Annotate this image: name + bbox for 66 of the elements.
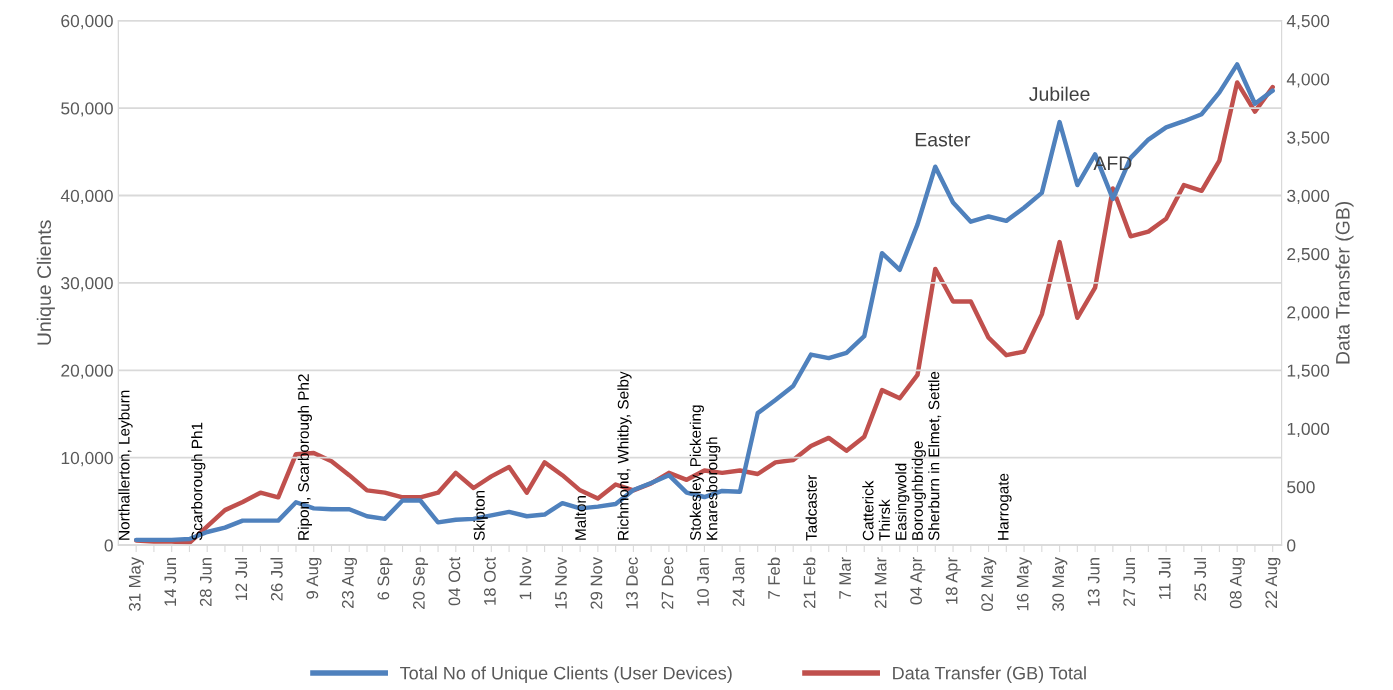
x-tick-label: 22 Aug xyxy=(1265,557,1281,608)
x-tick-label: 21 Mar xyxy=(874,557,887,608)
x-tick-label: 24 Jan xyxy=(732,557,745,607)
annotation: Ripon, Scarborough Ph2 xyxy=(297,374,312,540)
y-tick-label: 60,000 xyxy=(61,14,113,30)
y-tick-label: 10,000 xyxy=(61,451,113,467)
x-tick-label: 11 Jul xyxy=(1158,558,1171,599)
x-tick-label: 21 Feb xyxy=(803,557,816,608)
y-tick-label: 20,000 xyxy=(61,364,113,379)
x-tick-label: 15 Nov xyxy=(555,556,567,609)
y2-tick-label: 2,500 xyxy=(1287,247,1330,263)
legend-label: Data Transfer (GB) Total xyxy=(893,666,1086,684)
y2-tick-label: 3,000 xyxy=(1287,189,1330,205)
x-tick-label: 13 Jun xyxy=(1087,557,1100,606)
x-tick-label: 12 Jul xyxy=(234,558,248,601)
x-tick-label: 30 May xyxy=(1052,556,1068,611)
x-tick-label: 7 Mar xyxy=(839,557,851,599)
y2-tick-label: 1,500 xyxy=(1287,364,1330,379)
annotation: Malton xyxy=(574,496,586,540)
annotation: Stokesley, Pickering Knaresborough xyxy=(689,405,721,541)
x-tick-label: 16 May xyxy=(1016,556,1032,611)
x-tick-label: 25 Jul xyxy=(1193,558,1207,601)
x-tick-label: 26 Jul xyxy=(270,558,283,601)
y2-tick-label: 1,000 xyxy=(1287,422,1330,438)
annotation: Harrogate xyxy=(997,473,1012,540)
x-tick-label: 08 Aug xyxy=(1229,557,1245,609)
x-tick-label: 1 Nov xyxy=(519,556,532,600)
y-tick-label: 50,000 xyxy=(61,102,113,117)
x-tick-label: 04 Oct xyxy=(448,557,461,606)
x-tick-label: 6 Sep xyxy=(377,557,393,600)
x-tick-label: 18 Apr xyxy=(945,557,961,604)
y2-axis-title: Data Transfer (GB) xyxy=(1335,201,1354,364)
annotation: Northallerton, Leyburn xyxy=(118,390,133,540)
x-tick-label: 29 Nov xyxy=(590,556,603,609)
annotation: Skipton xyxy=(473,490,488,541)
y2-tick-label: 3,500 xyxy=(1287,131,1330,146)
x-tick-label: 10 Jan xyxy=(697,557,709,606)
annotation: Tadcaster xyxy=(805,474,817,541)
x-tick-label: 9 Aug xyxy=(306,557,322,599)
y2-tick-label: 4,500 xyxy=(1286,14,1330,30)
x-tick-label: 23 Aug xyxy=(341,557,358,608)
x-tick-label: 02 May xyxy=(981,556,997,611)
annotation: Richmond, Whitby, Selby xyxy=(617,371,632,540)
x-tick-label: 04 Apr xyxy=(910,557,926,605)
annotation: Scarborough Ph1 xyxy=(191,422,206,541)
x-tick-label: 13 Dec xyxy=(626,557,638,609)
y-tick-label: 40,000 xyxy=(60,189,113,205)
annotation: Catterick Thirsk Easingwold Boroughbridge Sherburn in Elmet, Settle xyxy=(862,371,942,541)
y-axis-title: Unique Clients xyxy=(36,220,55,345)
x-tick-label: 27 Jun xyxy=(1123,557,1136,607)
y2-tick-label: 2,000 xyxy=(1287,306,1330,321)
y2-tick-label: 4,000 xyxy=(1286,73,1330,88)
x-tick-label: 14 Jun xyxy=(164,557,177,606)
y-tick-label: 0 xyxy=(104,539,113,552)
x-tick-label: 27 Dec xyxy=(661,557,674,609)
y2-tick-label: 500 xyxy=(1287,481,1315,494)
legend-label: Total No of Unique Clients (User Devices) xyxy=(400,666,732,684)
x-tick-label: 20 Sep xyxy=(412,557,429,609)
annotation: Easter xyxy=(915,132,971,147)
annotation: Jubilee xyxy=(1029,86,1090,101)
x-tick-label: 28 Jun xyxy=(199,557,212,607)
x-tick-label: 31 May xyxy=(128,556,144,611)
x-tick-label: 7 Feb xyxy=(767,557,780,599)
y-tick-label: 30,000 xyxy=(61,277,113,292)
y2-tick-label: 0 xyxy=(1287,539,1296,552)
x-tick-label: 18 Oct xyxy=(484,557,496,605)
